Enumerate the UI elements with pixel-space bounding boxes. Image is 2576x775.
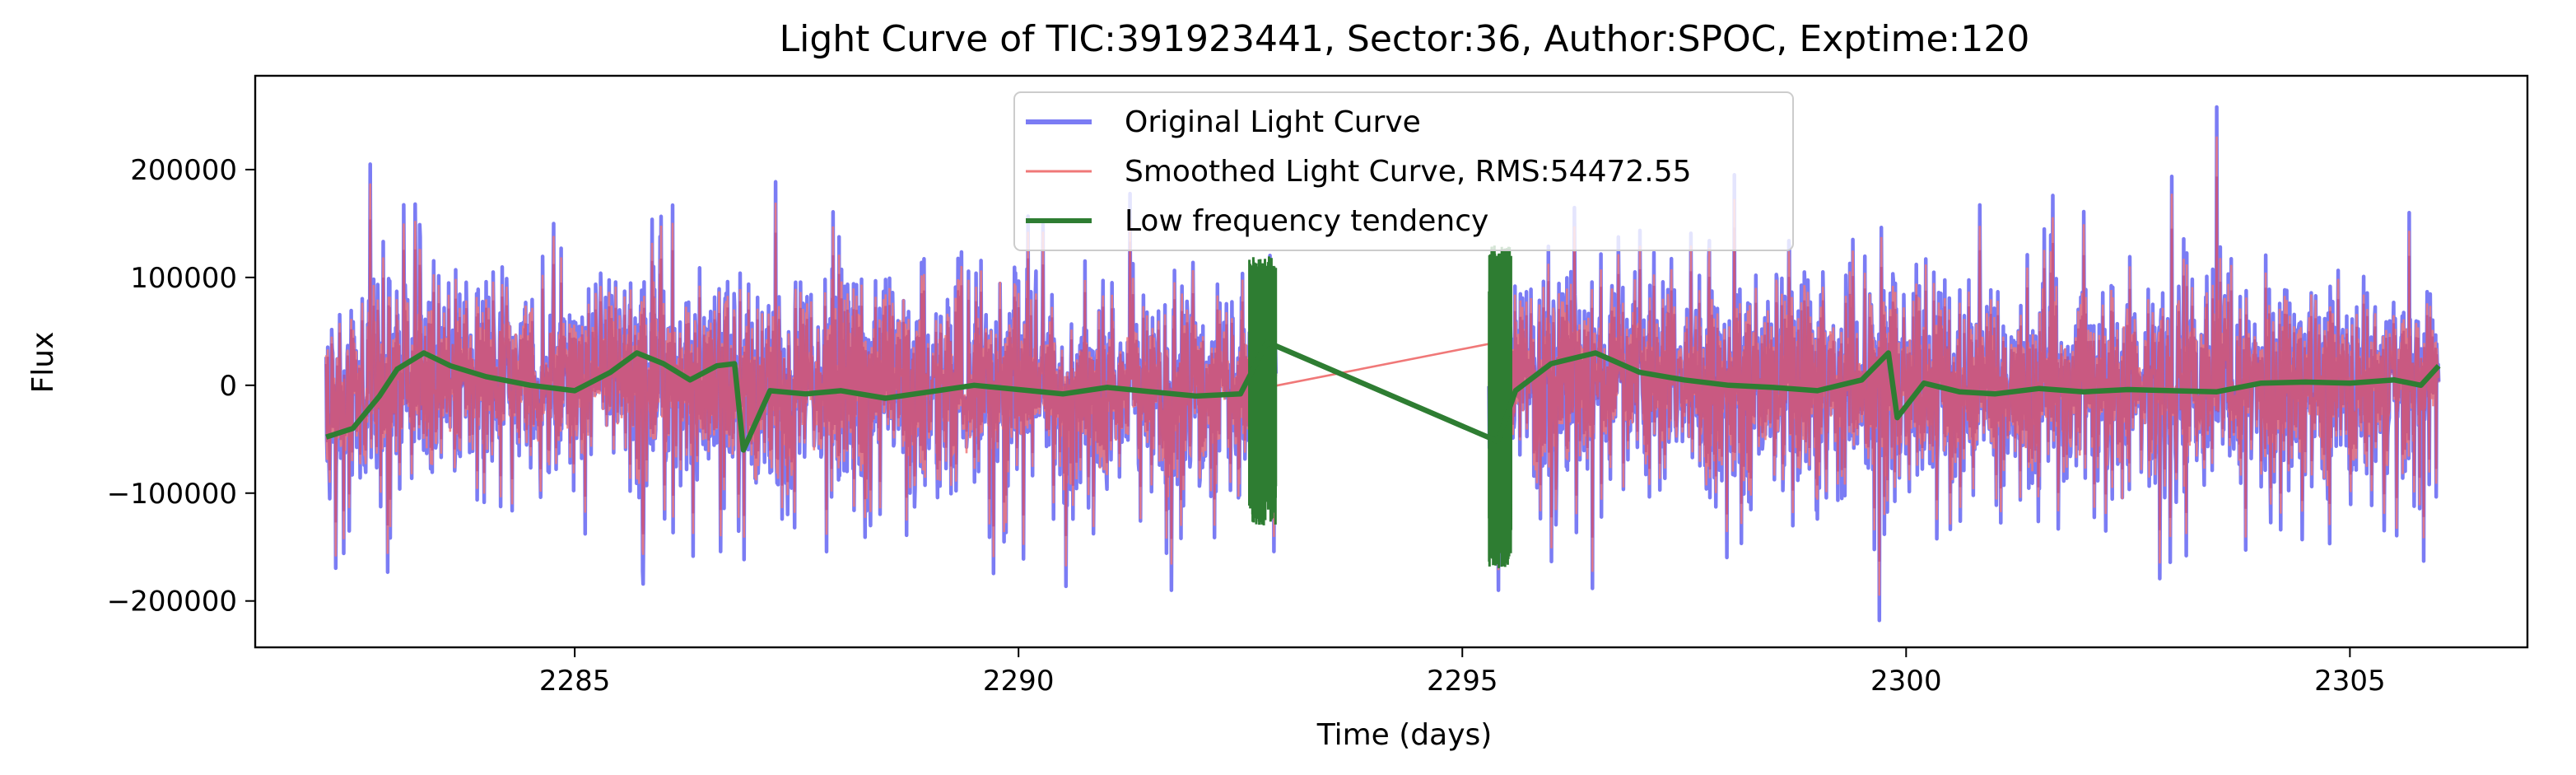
y-axis: −200000 −100000 0 100000 200000: [107, 154, 255, 619]
blended-curve-segment-1: [324, 219, 1278, 539]
x-tick-label-2300: 2300: [1870, 665, 1942, 698]
y-tick-label-200000: 200000: [130, 154, 237, 187]
trend-burst-1: [1248, 256, 1278, 525]
chart-title: Light Curve of TIC:391923441, Sector:36,…: [780, 18, 2030, 60]
trend-line: [325, 339, 2441, 453]
legend-label-trend: Low frequency tendency: [1125, 204, 1488, 238]
x-axis-label: Time (days): [1316, 718, 1493, 752]
y-tick-label--200000: −200000: [107, 586, 237, 619]
plot-area: [324, 105, 2441, 623]
y-tick-label-0: 0: [219, 370, 237, 403]
x-tick-label-2290: 2290: [983, 665, 1055, 698]
x-tick-label-2295: 2295: [1427, 665, 1498, 698]
legend-box: [1013, 91, 1794, 251]
legend: Original Light Curve Smoothed Light Curv…: [1013, 91, 1794, 251]
y-tick-label--100000: −100000: [107, 478, 237, 511]
x-tick-label-2305: 2305: [2314, 665, 2386, 698]
x-axis: 2285 2290 2295 2300 2305: [539, 647, 2386, 698]
y-tick-label-100000: 100000: [130, 262, 237, 295]
x-tick-label-2285: 2285: [539, 665, 611, 698]
smoothed-gap-bridge: [1266, 341, 1498, 389]
trend-burst-2: [1488, 245, 1512, 568]
blended-curve-segment-2: [1488, 176, 2440, 562]
legend-label-smoothed: Smoothed Light Curve, RMS:54472.55: [1125, 155, 1692, 189]
axes-frame: [254, 74, 2529, 649]
legend-label-original: Original Light Curve: [1125, 105, 1421, 139]
y-axis-label: Flux: [26, 332, 60, 394]
